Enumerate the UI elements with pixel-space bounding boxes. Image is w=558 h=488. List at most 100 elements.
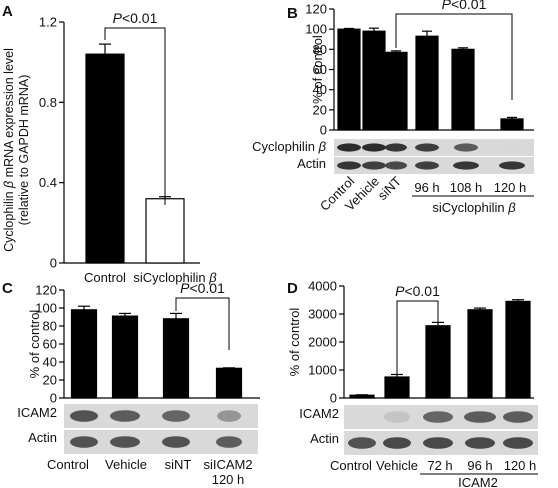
y-tick-label: 2000 [308, 335, 337, 350]
bar [337, 28, 361, 131]
icam2-band [384, 411, 410, 423]
x-tick-label: siCyclophilin β [133, 270, 217, 285]
significance-bracket [104, 27, 166, 205]
actin-band [499, 161, 525, 170]
bar [505, 300, 531, 399]
y-tick-label: 1.2 [39, 15, 57, 30]
y-tick-label: 4000 [308, 279, 337, 294]
actin-band [162, 436, 190, 448]
bar [425, 325, 451, 399]
icam2-band [162, 410, 190, 422]
bar [451, 48, 475, 131]
cyclophilin-band [385, 143, 407, 152]
actin-band [465, 437, 495, 449]
y-tick-label: 0 [320, 123, 327, 138]
y-tick-label: 0.4 [39, 175, 57, 190]
blot-label: Cyclophilin β [252, 139, 326, 154]
panel-letter-c: C [2, 280, 13, 297]
bar [215, 367, 243, 399]
bar [111, 315, 139, 399]
y-tick-label: 20 [43, 373, 57, 388]
icam2-band [110, 410, 140, 422]
cyclophilin-band [500, 143, 524, 152]
x-tick-label: Control [47, 457, 89, 472]
x-tick-label: 108 h [450, 180, 483, 195]
x-tick-label: siICAM2 120 h [203, 457, 252, 487]
y-tick-label: 100 [305, 22, 327, 37]
x-tick-label: 96 h [414, 180, 439, 195]
cyclophilin-band [454, 143, 478, 152]
y-tick-label: 3000 [308, 307, 337, 322]
actin-band [348, 437, 376, 449]
y-tick-label: 40 [43, 355, 57, 370]
y-tick-label: 40 [313, 82, 327, 97]
actin-band [383, 437, 411, 449]
actin-band [453, 161, 479, 170]
bar [349, 394, 375, 399]
bar [362, 30, 386, 131]
blot-label: ICAM2 [299, 406, 339, 421]
panel-letter-a: A [2, 3, 13, 20]
blot-label: ICAM2 [17, 405, 57, 420]
cyclophilin-band [362, 143, 386, 152]
bar [162, 318, 190, 399]
x-tick-label: Control [84, 270, 126, 285]
significance-bracket [175, 297, 230, 350]
actin-band [415, 161, 439, 170]
y-tick-label: 0.8 [39, 95, 57, 110]
y-tick-label: 0 [50, 256, 57, 271]
y-tick-label: 80 [43, 319, 57, 334]
cyclophilin-band [337, 143, 361, 152]
actin-band [503, 437, 533, 449]
actin-band [385, 161, 407, 170]
significance-label: P<0.01 [113, 10, 158, 26]
actin-band [70, 436, 98, 448]
icam2-band [503, 411, 533, 423]
panel-letter-d: D [287, 280, 298, 297]
y-axis-label-line2: (relative to GAPDH mRNA) [17, 75, 31, 226]
cyclophilin-band [415, 143, 439, 152]
group-label: siCyclophilin β [432, 200, 516, 215]
bar [384, 376, 410, 399]
bar [467, 309, 493, 399]
icam2-band [217, 410, 241, 422]
blot-label: Actin [310, 431, 339, 446]
x-tick-label: siNT [165, 457, 192, 472]
blot-label: Actin [297, 156, 326, 171]
icam2-band [423, 411, 453, 423]
significance-label: P<0.01 [395, 283, 440, 299]
bar [70, 309, 98, 399]
y-axis-label: % of control [27, 310, 42, 379]
actin-band [216, 436, 242, 448]
actin-band [423, 437, 453, 449]
x-tick-label: 72 h [427, 458, 452, 473]
y-tick-label: 80 [313, 42, 327, 57]
panel-c-chart: 0 20 40 60 80 100 120 % of control P<0.01 ICAM2 Ac… [17, 280, 260, 487]
significance-bracket [396, 300, 439, 376]
actin-band [337, 161, 361, 170]
bar [500, 118, 524, 131]
y-axis-label: Cyclophilin β mRNA expression level [2, 48, 16, 252]
panel-a-chart: 0 0.4 0.8 1.2 P<0.01 Cyclophilin β mRNA expre… [2, 10, 217, 285]
group-label: ICAM2 [458, 475, 498, 488]
significance-bracket [395, 13, 513, 100]
y-tick-label: 20 [313, 102, 327, 117]
actin-band [110, 436, 140, 448]
y-axis-label: % of control [287, 308, 302, 377]
y-tick-label: 60 [43, 337, 57, 352]
x-tick-label: 120 h [504, 458, 537, 473]
y-tick-label: 0 [50, 391, 57, 406]
bar [384, 51, 408, 131]
y-tick-label: 120 [305, 2, 327, 17]
bar [85, 53, 125, 264]
icam2-band [70, 410, 98, 422]
y-tick-label: 0 [330, 391, 337, 406]
panel-d-chart: 0 1000 2000 3000 4000 % of control P<0.01 ICAM2… [287, 279, 538, 488]
actin-band [362, 161, 386, 170]
y-tick-label: 120 [35, 283, 57, 298]
x-tick-label: Control [330, 458, 372, 473]
x-tick-label: Vehicle [376, 458, 418, 473]
panel-letter-b: B [287, 5, 298, 22]
y-axis-label: % of control [310, 35, 325, 104]
